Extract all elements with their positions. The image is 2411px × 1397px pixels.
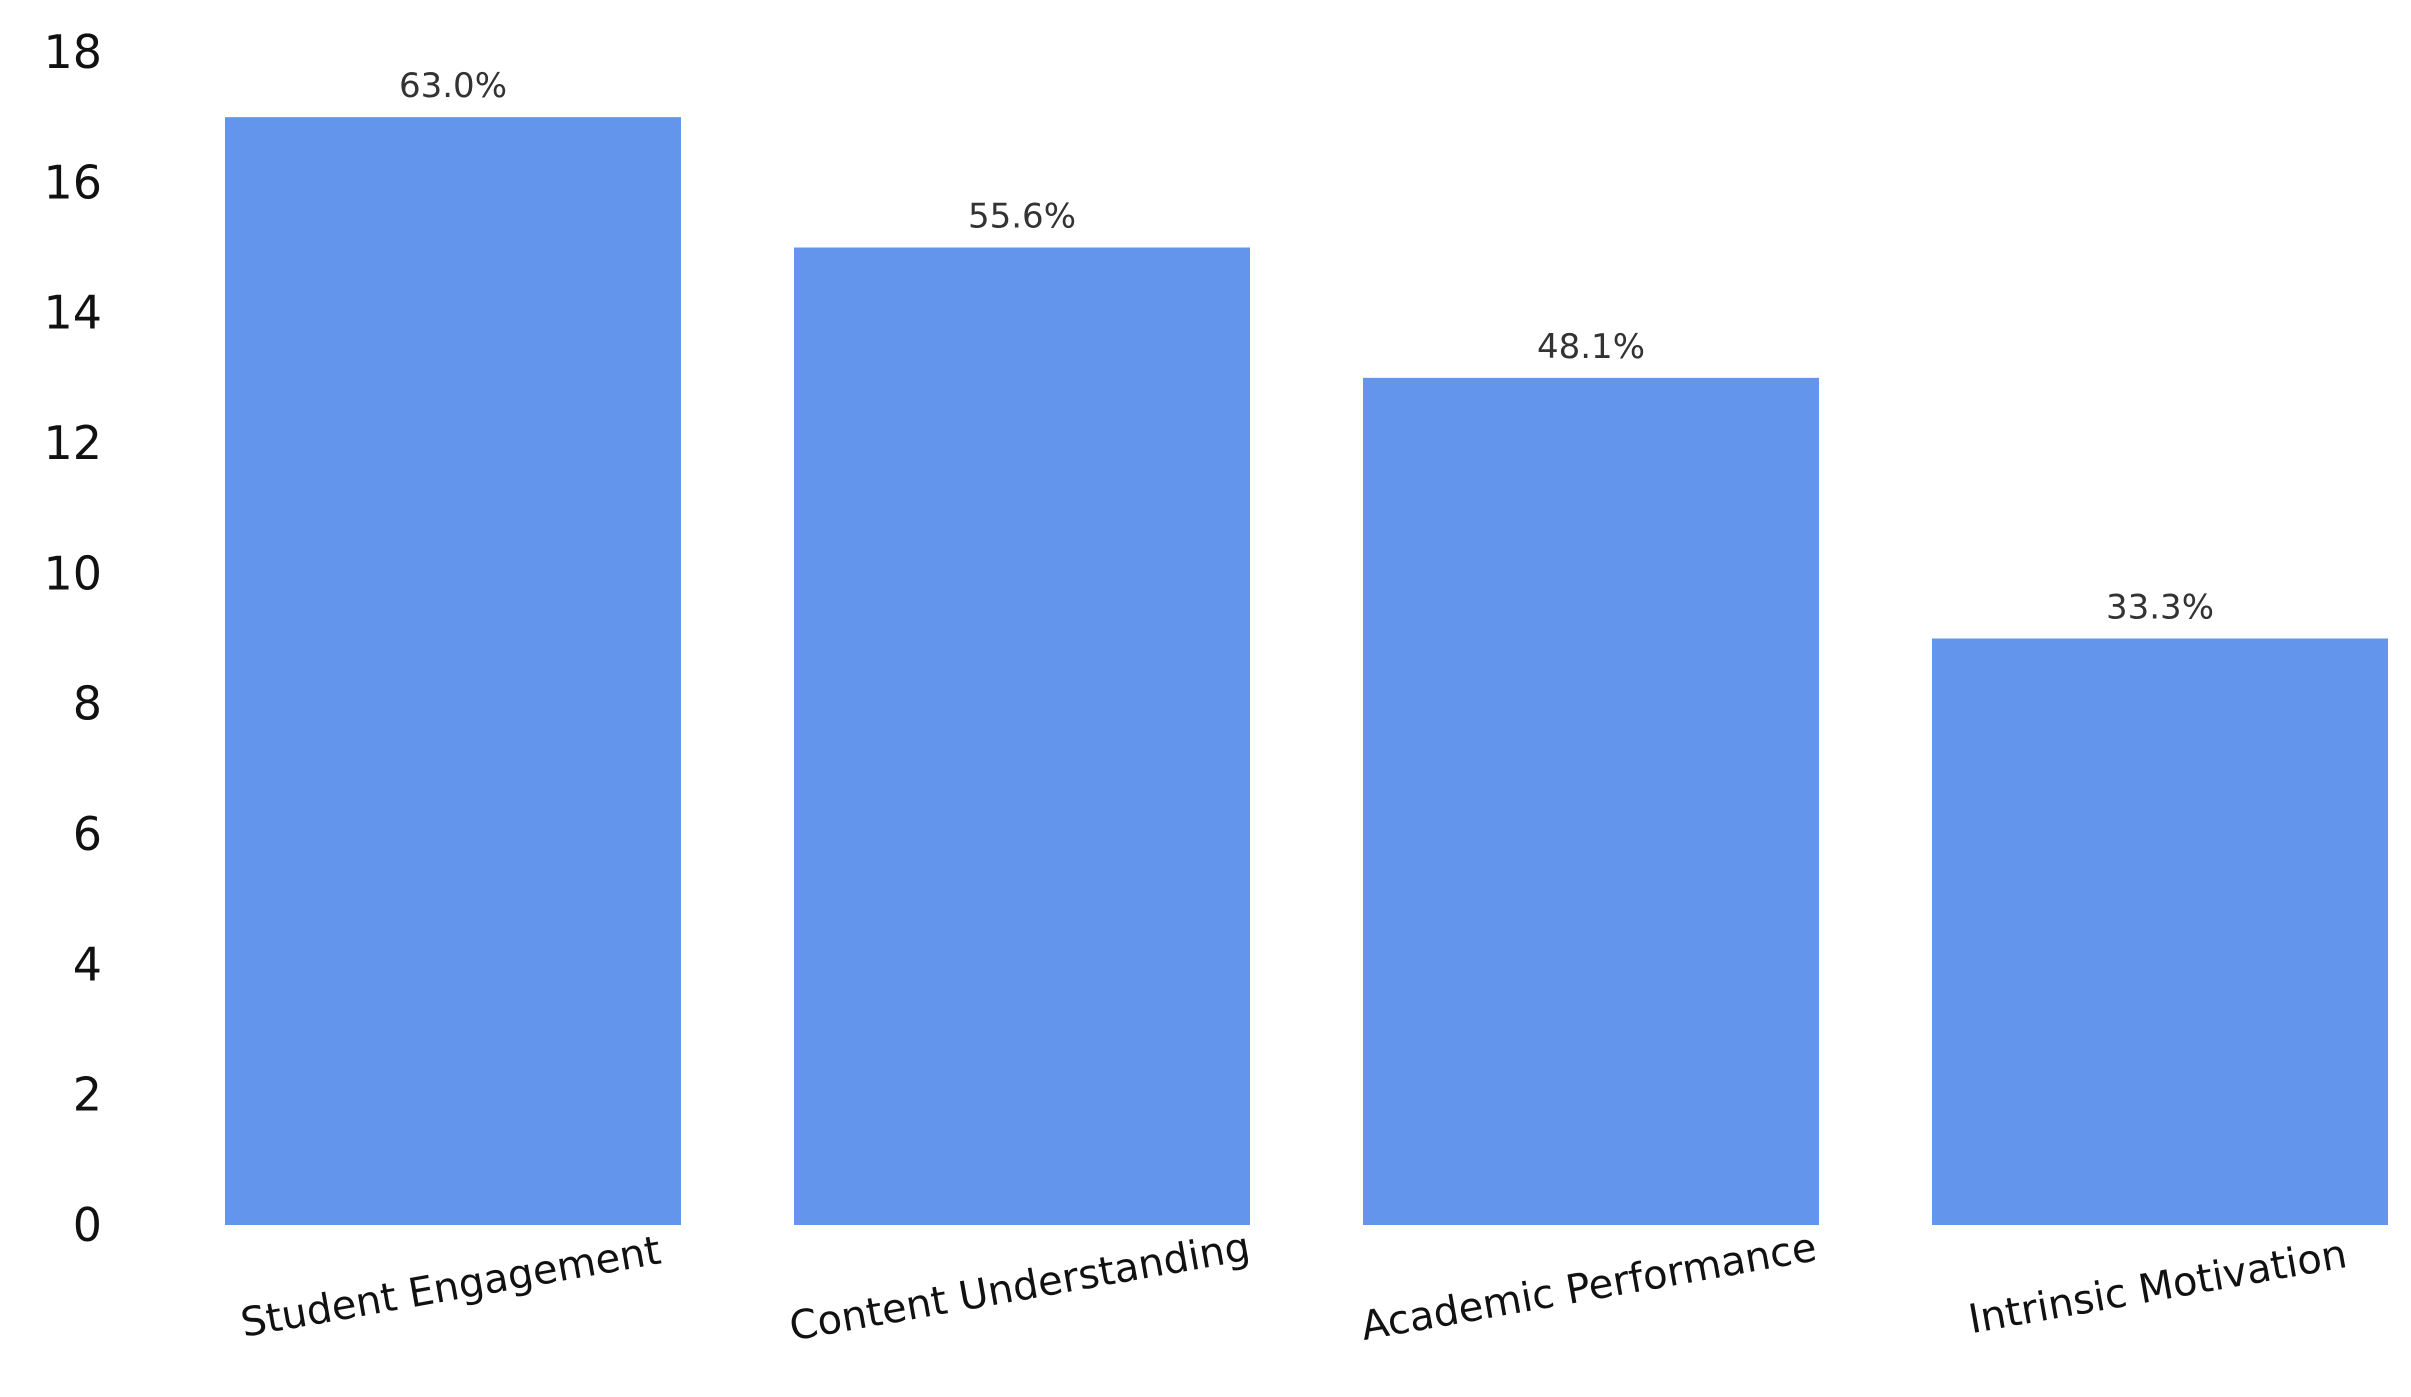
y-tick-label: 14 (43, 286, 102, 340)
y-tick-label: 16 (43, 155, 102, 209)
bar (1363, 377, 1819, 1225)
y-tick-label: 2 (73, 1068, 102, 1122)
bar-data-label: 63.0% (399, 66, 507, 106)
x-tick-label: Intrinsic Motivation (1965, 1231, 2350, 1343)
data-labels: 63.0% 55.6% 48.1% 33.3% (399, 66, 2214, 627)
y-tick-label: 6 (73, 807, 102, 861)
bar-data-label: 55.6% (968, 197, 1076, 237)
y-tick-label: 12 (43, 416, 102, 470)
bar (1932, 638, 2388, 1225)
y-tick-label: 18 (43, 25, 102, 79)
x-tick-label: Academic Performance (1358, 1224, 1820, 1349)
x-tick-label: Student Engagement (237, 1228, 664, 1347)
bar-data-label: 33.3% (2106, 588, 2214, 628)
y-tick-label: 0 (73, 1198, 102, 1252)
y-tick-label: 4 (73, 937, 102, 991)
y-tick-label: 8 (73, 677, 102, 731)
bar-data-label: 48.1% (1537, 327, 1645, 367)
bar (794, 247, 1250, 1225)
y-tick-label: 10 (43, 546, 102, 600)
x-axis: Student Engagement Content Understanding A… (237, 1224, 2350, 1350)
x-tick-label: Content Understanding (786, 1224, 1253, 1350)
y-axis: 0 2 4 6 8 10 12 14 16 18 (43, 25, 102, 1252)
bar (225, 117, 681, 1226)
bars (225, 117, 2388, 1226)
